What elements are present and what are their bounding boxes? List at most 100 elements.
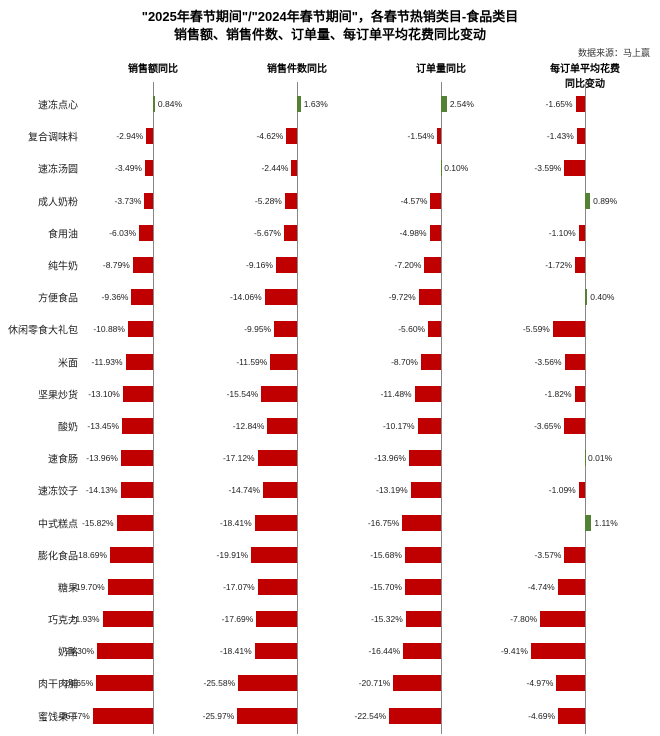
bar xyxy=(393,675,441,691)
value-label: -12.84% xyxy=(233,421,265,431)
chart-cell: -24.30% xyxy=(84,643,222,659)
chart-cell: -16.75% xyxy=(372,515,510,531)
bar xyxy=(144,193,153,209)
value-label: -9.41% xyxy=(501,646,528,656)
table-row: 米面-11.93%-11.59%-8.70%-3.56% xyxy=(0,346,660,378)
bar xyxy=(255,515,297,531)
bar xyxy=(556,675,585,691)
category-label: 米面 xyxy=(0,354,78,369)
bar xyxy=(558,579,585,595)
column-header: 订单量同比 xyxy=(416,60,466,75)
bar xyxy=(402,515,441,531)
value-label: -10.17% xyxy=(383,421,415,431)
chart-cell: -15.32% xyxy=(372,611,510,627)
value-label: -1.72% xyxy=(545,260,572,270)
table-row: 蜜饯果干-26.17%-25.97%-22.54%-4.69% xyxy=(0,700,660,732)
bar xyxy=(133,257,153,273)
value-label: -21.93% xyxy=(68,614,100,624)
chart-cell: -18.41% xyxy=(228,515,366,531)
bar xyxy=(276,257,297,273)
bar xyxy=(286,128,297,144)
chart-cell: -3.56% xyxy=(516,354,654,370)
value-label: -1.82% xyxy=(545,389,572,399)
table-row: 膨化食品-18.69%-19.91%-15.68%-3.57% xyxy=(0,539,660,571)
chart-cell: -2.94% xyxy=(84,128,222,144)
category-label: 糖果 xyxy=(0,579,78,594)
bar xyxy=(96,675,153,691)
value-label: -11.59% xyxy=(236,357,267,367)
value-label: -26.17% xyxy=(58,711,90,721)
category-label: 酸奶 xyxy=(0,418,78,433)
bar xyxy=(251,547,297,563)
value-label: -25.97% xyxy=(203,711,235,721)
value-label: -3.59% xyxy=(534,163,561,173)
value-label: -9.72% xyxy=(389,292,416,302)
value-label: -9.36% xyxy=(102,292,129,302)
chart-cell: -6.03% xyxy=(84,225,222,241)
chart-cell: -4.57% xyxy=(372,193,510,209)
bar xyxy=(585,289,587,305)
chart-cell: 1.63% xyxy=(228,96,366,112)
chart-cell: -15.68% xyxy=(372,547,510,563)
value-label: -24.65% xyxy=(62,678,94,688)
bar xyxy=(553,321,585,337)
table-row: 成人奶粉-3.73%-5.28%-4.57%0.89% xyxy=(0,185,660,217)
value-label: -15.32% xyxy=(371,614,403,624)
value-label: -5.60% xyxy=(398,324,425,334)
bar xyxy=(238,675,297,691)
value-label: -8.79% xyxy=(103,260,130,270)
bar xyxy=(564,547,585,563)
bar xyxy=(284,225,297,241)
chart-cell: -13.96% xyxy=(84,450,222,466)
bar xyxy=(403,643,441,659)
value-label: -1.09% xyxy=(549,485,576,495)
chart-cell: -13.19% xyxy=(372,482,510,498)
value-label: -14.13% xyxy=(86,485,118,495)
value-label: -10.88% xyxy=(93,324,125,334)
value-label: -19.70% xyxy=(73,582,105,592)
chart-cell: 0.10% xyxy=(372,160,510,176)
chart-cell: -20.71% xyxy=(372,675,510,691)
table-row: 方便食品-9.36%-14.06%-9.72%0.40% xyxy=(0,281,660,313)
value-label: -4.57% xyxy=(401,196,428,206)
chart-cell: 2.54% xyxy=(372,96,510,112)
value-label: -11.48% xyxy=(381,389,412,399)
bar xyxy=(430,193,441,209)
bar xyxy=(419,289,441,305)
chart-cell: -1.82% xyxy=(516,386,654,402)
value-label: 2.54% xyxy=(450,99,474,109)
chart-cell: -14.06% xyxy=(228,289,366,305)
chart-cell: -18.41% xyxy=(228,643,366,659)
table-row: 复合调味料-2.94%-4.62%-1.54%-1.43% xyxy=(0,120,660,152)
bar xyxy=(122,418,153,434)
table-row: 奶酪-24.30%-18.41%-16.44%-9.41% xyxy=(0,635,660,667)
chart-cell: -5.28% xyxy=(228,193,366,209)
chart-cell: -7.20% xyxy=(372,257,510,273)
value-label: -1.43% xyxy=(547,131,574,141)
bar xyxy=(93,708,153,724)
chart-cell: -3.49% xyxy=(84,160,222,176)
value-label: -3.65% xyxy=(534,421,561,431)
bar xyxy=(418,418,441,434)
value-label: -19.91% xyxy=(217,550,249,560)
value-label: -20.71% xyxy=(359,678,391,688)
chart-cell: -25.97% xyxy=(228,708,366,724)
bar xyxy=(437,128,441,144)
category-label: 膨化食品 xyxy=(0,547,78,562)
bar xyxy=(389,708,441,724)
chart-cell: -25.58% xyxy=(228,675,366,691)
value-label: -9.95% xyxy=(244,324,271,334)
chart-cell: -24.65% xyxy=(84,675,222,691)
bar xyxy=(405,547,441,563)
chart-cell: 0.01% xyxy=(516,450,654,466)
bar xyxy=(123,386,153,402)
value-label: -25.58% xyxy=(204,678,236,688)
chart-cell: -11.93% xyxy=(84,354,222,370)
column-header: 销售件数同比 xyxy=(267,60,327,75)
value-label: -13.45% xyxy=(87,421,119,431)
table-row: 中式糕点-15.82%-18.41%-16.75%1.11% xyxy=(0,506,660,538)
value-label: -4.97% xyxy=(527,678,554,688)
value-label: -15.68% xyxy=(370,550,402,560)
value-label: -13.96% xyxy=(86,453,118,463)
bar xyxy=(121,482,153,498)
